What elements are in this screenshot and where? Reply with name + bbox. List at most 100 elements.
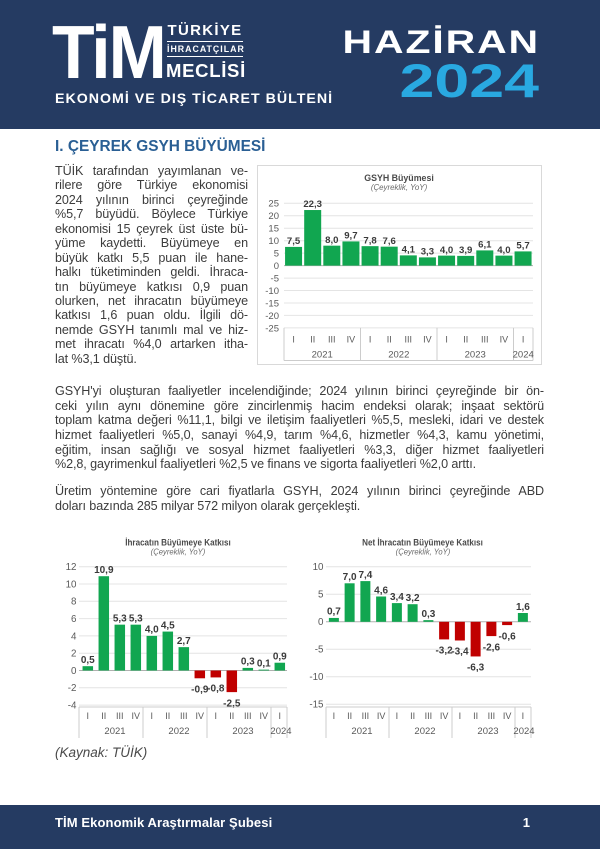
svg-text:25: 25 bbox=[268, 199, 279, 210]
svg-text:10,9: 10,9 bbox=[94, 565, 114, 576]
svg-text:II: II bbox=[101, 711, 106, 721]
svg-text:6: 6 bbox=[71, 614, 77, 625]
svg-text:I: I bbox=[292, 334, 295, 344]
svg-text:IV: IV bbox=[377, 711, 386, 721]
svg-text:8,0: 8,0 bbox=[325, 235, 338, 246]
svg-text:III: III bbox=[180, 711, 188, 721]
svg-text:5,3: 5,3 bbox=[113, 614, 127, 625]
svg-text:2023: 2023 bbox=[465, 349, 486, 360]
svg-text:(Çeyreklik, YoY): (Çeyreklik, YoY) bbox=[371, 183, 428, 192]
svg-text:III: III bbox=[405, 334, 413, 344]
svg-text:5,7: 5,7 bbox=[516, 241, 529, 252]
svg-text:İhracatın Büyümeye Katkısı: İhracatın Büyümeye Katkısı bbox=[125, 537, 231, 548]
svg-text:0,3: 0,3 bbox=[241, 657, 255, 668]
svg-text:4,5: 4,5 bbox=[161, 620, 175, 631]
svg-text:4: 4 bbox=[71, 631, 77, 642]
svg-text:I: I bbox=[87, 711, 90, 721]
svg-text:0,5: 0,5 bbox=[81, 655, 95, 666]
svg-text:-10: -10 bbox=[309, 672, 324, 683]
svg-text:I: I bbox=[369, 334, 372, 344]
svg-text:-15: -15 bbox=[265, 298, 279, 309]
svg-text:2021: 2021 bbox=[104, 726, 125, 737]
svg-text:III: III bbox=[244, 711, 252, 721]
svg-text:II: II bbox=[463, 334, 468, 344]
svg-text:0: 0 bbox=[318, 617, 324, 628]
svg-text:IV: IV bbox=[440, 711, 449, 721]
svg-text:I: I bbox=[333, 711, 336, 721]
svg-text:III: III bbox=[328, 334, 336, 344]
svg-text:4,0: 4,0 bbox=[497, 245, 510, 256]
svg-text:II: II bbox=[310, 334, 315, 344]
svg-text:2024: 2024 bbox=[270, 726, 291, 737]
svg-text:I: I bbox=[151, 711, 154, 721]
svg-text:III: III bbox=[425, 711, 433, 721]
svg-text:IV: IV bbox=[500, 334, 509, 344]
svg-text:II: II bbox=[473, 711, 478, 721]
svg-text:4,1: 4,1 bbox=[402, 245, 416, 256]
svg-text:II: II bbox=[229, 711, 234, 721]
svg-text:4,0: 4,0 bbox=[440, 245, 453, 256]
svg-text:20: 20 bbox=[268, 211, 279, 222]
svg-text:GSYH Büyümesi: GSYH Büyümesi bbox=[364, 173, 434, 183]
svg-text:2022: 2022 bbox=[388, 349, 409, 360]
svg-text:II: II bbox=[347, 711, 352, 721]
svg-text:Net İhracatın Büyümeye Katkısı: Net İhracatın Büyümeye Katkısı bbox=[362, 537, 483, 548]
svg-text:2: 2 bbox=[71, 649, 76, 660]
svg-text:-25: -25 bbox=[265, 323, 279, 334]
svg-text:0,3: 0,3 bbox=[421, 609, 435, 620]
svg-text:2021: 2021 bbox=[351, 726, 372, 737]
svg-text:3,3: 3,3 bbox=[421, 247, 434, 258]
svg-text:3,9: 3,9 bbox=[459, 245, 472, 256]
svg-text:7,5: 7,5 bbox=[287, 236, 301, 247]
svg-text:2023: 2023 bbox=[477, 726, 498, 737]
svg-text:-3,4: -3,4 bbox=[451, 647, 469, 658]
svg-text:IV: IV bbox=[260, 711, 269, 721]
svg-text:3,2: 3,2 bbox=[406, 593, 420, 604]
svg-text:II: II bbox=[410, 711, 415, 721]
svg-text:10: 10 bbox=[268, 236, 279, 247]
svg-text:-2: -2 bbox=[68, 683, 77, 694]
svg-text:-10: -10 bbox=[265, 286, 279, 297]
svg-text:12: 12 bbox=[66, 562, 77, 573]
svg-text:-0,9: -0,9 bbox=[191, 685, 209, 696]
svg-text:5: 5 bbox=[274, 249, 279, 260]
svg-text:2022: 2022 bbox=[168, 726, 189, 737]
svg-text:IV: IV bbox=[132, 711, 141, 721]
svg-text:7,0: 7,0 bbox=[343, 572, 357, 583]
svg-text:7,4: 7,4 bbox=[358, 570, 372, 581]
svg-text:6,1: 6,1 bbox=[478, 240, 492, 251]
svg-text:1,6: 1,6 bbox=[516, 602, 530, 613]
svg-text:-4: -4 bbox=[68, 701, 77, 712]
svg-text:I: I bbox=[279, 711, 282, 721]
svg-text:II: II bbox=[165, 711, 170, 721]
svg-text:IV: IV bbox=[196, 711, 205, 721]
svg-text:4,6: 4,6 bbox=[374, 585, 388, 596]
svg-text:0: 0 bbox=[71, 666, 77, 677]
svg-text:5: 5 bbox=[318, 590, 324, 601]
svg-text:III: III bbox=[362, 711, 370, 721]
svg-text:IV: IV bbox=[423, 334, 432, 344]
svg-text:-6,3: -6,3 bbox=[467, 663, 485, 674]
svg-text:9,7: 9,7 bbox=[344, 231, 357, 242]
svg-text:II: II bbox=[387, 334, 392, 344]
svg-text:-20: -20 bbox=[265, 311, 279, 322]
svg-text:22,3: 22,3 bbox=[303, 199, 322, 210]
svg-text:-3,2: -3,2 bbox=[435, 646, 453, 657]
svg-text:III: III bbox=[481, 334, 489, 344]
svg-text:-2,6: -2,6 bbox=[483, 642, 501, 653]
svg-text:7,8: 7,8 bbox=[363, 235, 377, 246]
svg-text:I: I bbox=[522, 711, 525, 721]
svg-text:0,9: 0,9 bbox=[273, 652, 287, 663]
svg-text:(Çeyreklik, YoY): (Çeyreklik, YoY) bbox=[151, 547, 206, 556]
svg-text:15: 15 bbox=[268, 224, 279, 235]
svg-text:2023: 2023 bbox=[232, 726, 253, 737]
svg-text:I: I bbox=[215, 711, 218, 721]
svg-text:I: I bbox=[522, 334, 525, 344]
svg-text:-2,5: -2,5 bbox=[223, 698, 241, 709]
svg-text:I: I bbox=[445, 334, 448, 344]
svg-text:0,7: 0,7 bbox=[327, 607, 341, 618]
svg-text:III: III bbox=[488, 711, 496, 721]
svg-text:-5: -5 bbox=[271, 274, 279, 285]
svg-text:4,0: 4,0 bbox=[145, 625, 159, 636]
svg-text:-15: -15 bbox=[309, 700, 324, 711]
